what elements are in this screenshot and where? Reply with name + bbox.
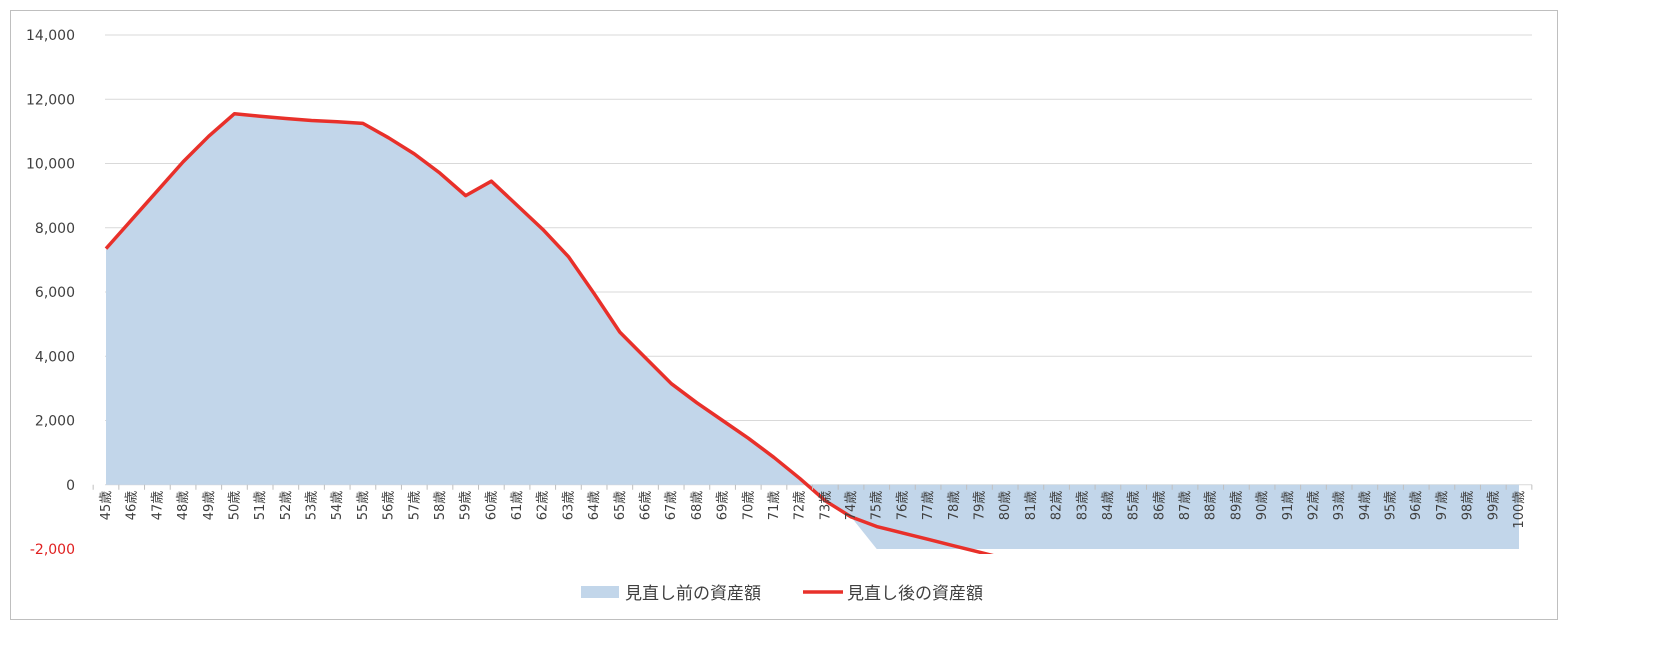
x-tick-label: 70歳	[741, 491, 756, 521]
y-tick-label: 14,000	[26, 28, 75, 44]
x-tick-label: 94歳	[1358, 491, 1373, 521]
x-tick-label: 72歳	[793, 491, 808, 521]
x-tick-label: 88歳	[1204, 491, 1219, 521]
area-series-before	[106, 113, 1519, 550]
x-tick-label: 84歳	[1101, 491, 1116, 521]
x-tick-label: 73歳	[818, 491, 833, 521]
x-tick-label: 99歳	[1486, 491, 1501, 521]
x-tick-label: 97歳	[1435, 491, 1450, 521]
x-tick-label: 51歳	[253, 491, 268, 521]
y-tick-label: 0	[66, 478, 75, 494]
x-tick-label: 69歳	[716, 491, 731, 521]
x-tick-label: 74歳	[844, 491, 859, 521]
x-tick-label: 76歳	[895, 491, 910, 521]
x-tick-label: 66歳	[639, 491, 654, 521]
x-axis-ticks: 45歳 46歳 47歳 48歳 49歳 50歳 51歳 52歳 53歳 54歳 55歳 56歳 57歳 5…	[92, 484, 1533, 529]
x-tick-label: 95歳	[1384, 491, 1399, 521]
x-tick-label: 90歳	[1255, 491, 1270, 521]
x-tick-label: 83歳	[1075, 491, 1090, 521]
legend-swatch-area	[581, 586, 619, 598]
x-tick-label: 55歳	[356, 491, 371, 521]
x-tick-label: 79歳	[972, 491, 987, 521]
x-tick-label: 57歳	[407, 491, 422, 521]
area-fill	[106, 113, 1519, 550]
x-tick-label: 63歳	[561, 491, 576, 521]
x-tick-label: 71歳	[767, 491, 782, 521]
x-tick-label: 80歳	[998, 491, 1013, 521]
x-tick-label: 58歳	[433, 491, 448, 521]
y-axis-ticks: 14,000 12,000 10,000 8,000 6,000 4,000 2,000 0 -…	[26, 28, 75, 558]
x-tick-label: 53歳	[305, 491, 320, 521]
x-tick-label: 87歳	[1178, 491, 1193, 521]
x-tick-label: 67歳	[664, 491, 679, 521]
x-tick-label: 46歳	[125, 491, 140, 521]
x-tick-label: 48歳	[176, 491, 191, 521]
legend-label-line: 見直し後の資産額	[847, 584, 983, 604]
y-tick-label: 2,000	[35, 414, 75, 430]
x-tick-label: 62歳	[536, 491, 551, 521]
x-tick-label: 50歳	[227, 491, 242, 521]
y-tick-label: -2,000	[30, 542, 75, 558]
y-tick-label: 6,000	[35, 285, 75, 301]
y-tick-label: 12,000	[26, 92, 75, 108]
x-tick-label: 49歳	[202, 491, 217, 521]
x-tick-label: 81歳	[1024, 491, 1039, 521]
area-line-chart: 14,000 12,000 10,000 8,000 6,000 4,000 2,000 0 -…	[26, 28, 1533, 604]
x-tick-label: 45歳	[99, 491, 114, 521]
x-tick-label: 52歳	[279, 491, 294, 521]
x-tick-label: 78歳	[947, 491, 962, 521]
chart-frame: 14,000 12,000 10,000 8,000 6,000 4,000 2,000 0 -…	[10, 10, 1558, 620]
legend: 見直し前の資産額 見直し後の資産額	[581, 584, 983, 604]
x-tick-label: 65歳	[613, 491, 628, 521]
y-tick-label: 10,000	[26, 157, 75, 173]
x-tick-label: 64歳	[587, 491, 602, 521]
x-tick-label: 77歳	[921, 491, 936, 521]
x-tick-label: 56歳	[382, 491, 397, 521]
x-tick-label: 75歳	[870, 491, 885, 521]
y-tick-label: 4,000	[35, 349, 75, 365]
x-tick-label: 68歳	[690, 491, 705, 521]
x-tick-label: 93歳	[1332, 491, 1347, 521]
x-tick-label: 85歳	[1127, 491, 1142, 521]
x-tick-label: 59歳	[459, 491, 474, 521]
x-tick-label: 91歳	[1281, 491, 1296, 521]
y-tick-label: 8,000	[35, 221, 75, 237]
x-tick-label: 100歳	[1512, 491, 1527, 529]
x-tick-label: 60歳	[484, 491, 499, 521]
x-tick-label: 98歳	[1461, 491, 1476, 521]
x-tick-label: 61歳	[510, 491, 525, 521]
x-tick-label: 86歳	[1152, 491, 1167, 521]
x-tick-label: 82歳	[1050, 491, 1065, 521]
x-tick-label: 92歳	[1306, 491, 1321, 521]
legend-label-area: 見直し前の資産額	[625, 584, 761, 604]
x-tick-label: 96歳	[1409, 491, 1424, 521]
x-tick-label: 54歳	[330, 491, 345, 521]
x-tick-label: 47歳	[150, 491, 165, 521]
x-tick-label: 89歳	[1229, 491, 1244, 521]
